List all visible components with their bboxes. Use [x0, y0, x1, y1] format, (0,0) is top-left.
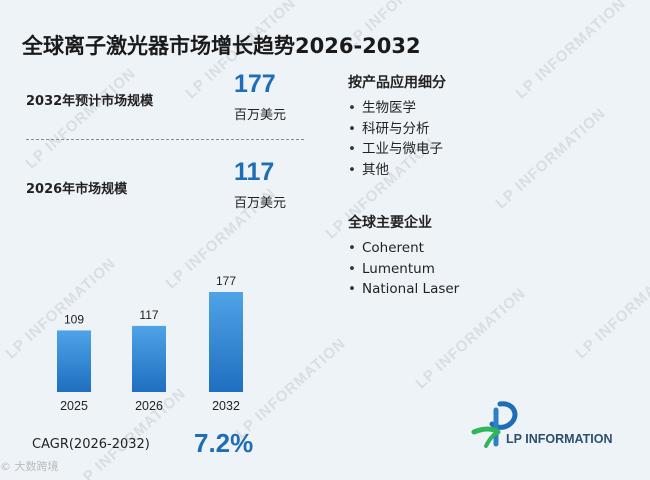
- list-item: • National Laser: [348, 281, 460, 297]
- bar-value-label: 177: [216, 274, 236, 288]
- bar-value-label: 117: [139, 308, 158, 322]
- list-item: • 其他: [348, 161, 389, 178]
- metric-2026-label: 2026年市场规模: [26, 182, 128, 197]
- x-tick-label: 2032: [212, 399, 240, 413]
- list-item: • 科研与分析: [348, 120, 430, 137]
- list-item: • Lumentum: [348, 260, 435, 277]
- segments-heading: 按产品应用细分: [348, 75, 446, 91]
- source-mark: © 大数跨境: [0, 460, 59, 473]
- bar-2025: [57, 330, 91, 392]
- companies-heading: 全球主要企业: [348, 215, 432, 231]
- metric-2032-unit: 百万美元: [234, 108, 287, 123]
- metric-2032-value: 177: [234, 70, 276, 98]
- list-item: • 生物医学: [348, 100, 416, 116]
- list-item: • Coherent: [348, 240, 424, 256]
- companies-list: • Coherent • Lumentum • National Laser: [348, 238, 459, 300]
- lp-logo-icon: [471, 401, 518, 448]
- metric-2026-value: 117: [234, 158, 275, 186]
- list-item: • 工业与微电子: [348, 141, 443, 157]
- logo-text: LP INFORMATION: [506, 432, 613, 446]
- segments-list: • 生物医学 • 科研与分析 • 工业与微电子 • 其他: [348, 98, 443, 180]
- cagr-value: 7.2%: [194, 428, 254, 458]
- metric-2032-label: 2032年预计市场规模: [26, 94, 154, 109]
- metrics-divider: [26, 139, 304, 140]
- bar-value-label: 109: [64, 312, 84, 326]
- x-tick-label: 2026: [135, 399, 163, 413]
- bar-2032: [209, 292, 243, 392]
- metric-2026-unit: 百万美元: [234, 196, 287, 211]
- bar-2026: [132, 325, 166, 392]
- page-title: 全球离子激光器市场增长趋势2026-2032: [22, 34, 421, 58]
- x-tick-label: 2025: [60, 399, 88, 413]
- cagr-label: CAGR(2026-2032): [32, 437, 150, 452]
